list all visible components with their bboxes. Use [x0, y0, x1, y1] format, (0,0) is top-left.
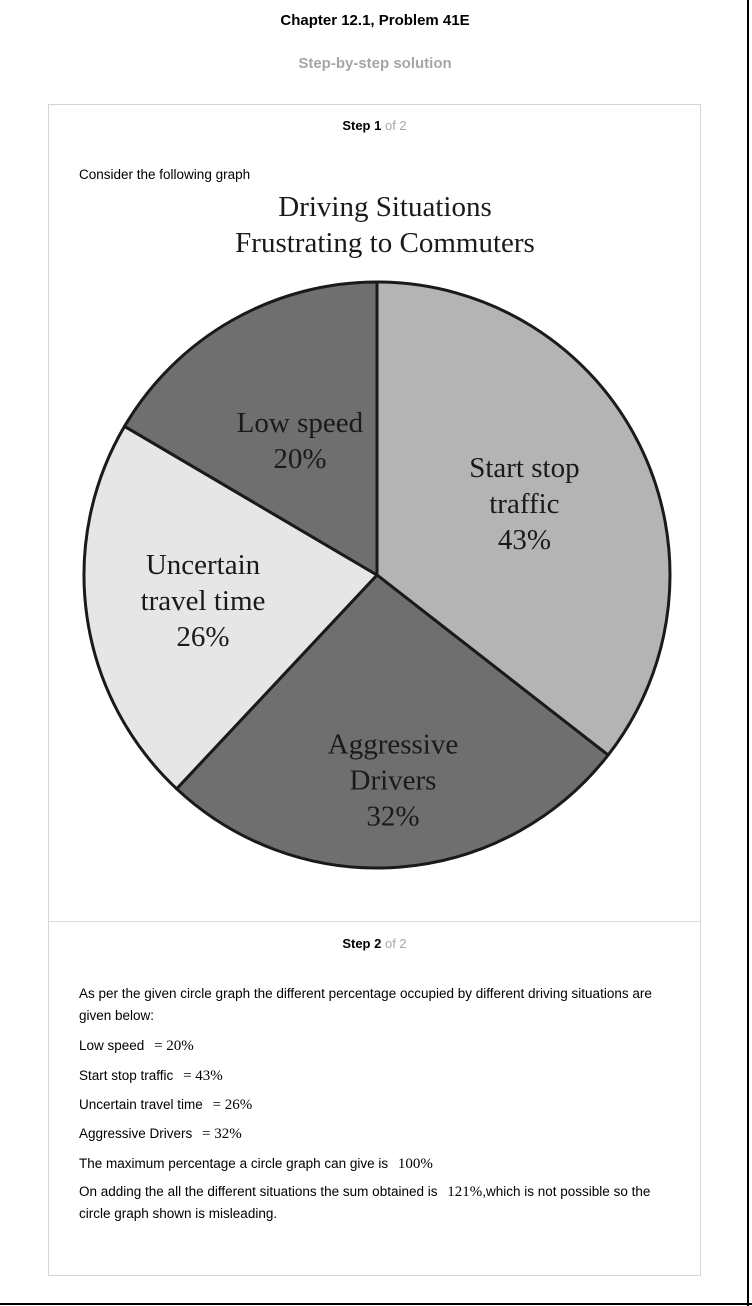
slice-category-label: traffic [489, 488, 559, 520]
item-uncertain-travel-time: Uncertain travel time = 26% [79, 1094, 252, 1116]
pie-slice [82, 424, 379, 791]
sum-math: 121% [447, 1184, 483, 1200]
step-1-number: Step 1 [342, 118, 382, 133]
sum-text-before: On adding the all the different situatio… [79, 1184, 438, 1199]
slice-category-label: travel time [141, 585, 266, 617]
step-2-heading: Step 2 of 2 [48, 936, 701, 951]
item-math: = 43% [183, 1068, 223, 1084]
sum-text-after: ,which is not possible so the circle gra… [79, 1184, 651, 1221]
step-2-of: of 2 [384, 936, 407, 951]
item-low-speed: Low speed = 20% [79, 1035, 194, 1057]
chart-title-line-2: Frustrating to Commuters [235, 227, 535, 259]
pie-slice [375, 280, 672, 757]
page-subtitle: Step-by-step solution [298, 55, 452, 72]
step-1-heading: Step 1 of 2 [48, 118, 701, 133]
slice-value-label: 20% [273, 443, 326, 475]
pie-chart: Start stop traffic 43% Aggressive Drivers 32%… [82, 191, 672, 870]
page-title: Chapter 12.1, Problem 41E [280, 12, 470, 29]
max-percentage-line: The maximum percentage a circle graph ca… [79, 1153, 433, 1175]
max-math: 100% [397, 1156, 433, 1172]
item-label: Aggressive Drivers [79, 1126, 193, 1141]
sum-conclusion: On adding the all the different situatio… [79, 1181, 679, 1225]
item-label: Low speed [79, 1038, 145, 1053]
item-math: = 26% [212, 1097, 253, 1113]
slice-category-label: Aggressive [328, 729, 458, 761]
slice-category-label: Drivers [350, 765, 437, 797]
pie-slice [123, 280, 379, 577]
step-1-intro: Consider the following graph [79, 167, 251, 182]
chart-title-line-1: Driving Situations [278, 191, 491, 223]
frame-right-border [747, 0, 749, 1306]
item-math: = 32% [202, 1126, 242, 1142]
slice-category-label: Low speed [237, 407, 364, 439]
step-1-of: of 2 [384, 118, 407, 133]
item-aggressive-drivers: Aggressive Drivers = 32% [79, 1123, 242, 1145]
slice-category-label: Start stop [469, 452, 579, 484]
pie-slices [82, 280, 672, 870]
slice-value-label: 43% [498, 524, 551, 556]
frame-bottom-border [0, 1303, 752, 1305]
item-label: Uncertain travel time [79, 1097, 203, 1112]
item-start-stop-traffic: Start stop traffic = 43% [79, 1065, 223, 1087]
solution-card [48, 104, 701, 1276]
slice-value-label: 26% [176, 621, 229, 653]
step-divider [48, 921, 701, 922]
slice-value-label: 32% [366, 801, 419, 833]
slice-category-label: Uncertain [146, 549, 261, 581]
step-2-intro: As per the given circle graph the differ… [79, 986, 652, 1023]
pie-slice [175, 573, 610, 870]
item-math: = 20% [154, 1038, 194, 1054]
item-label: Start stop traffic [79, 1068, 174, 1083]
pie-labels: Start stop traffic 43% Aggressive Drivers 32%… [141, 407, 580, 832]
step-2-number: Step 2 [342, 936, 382, 951]
max-text: The maximum percentage a circle graph ca… [79, 1156, 389, 1171]
